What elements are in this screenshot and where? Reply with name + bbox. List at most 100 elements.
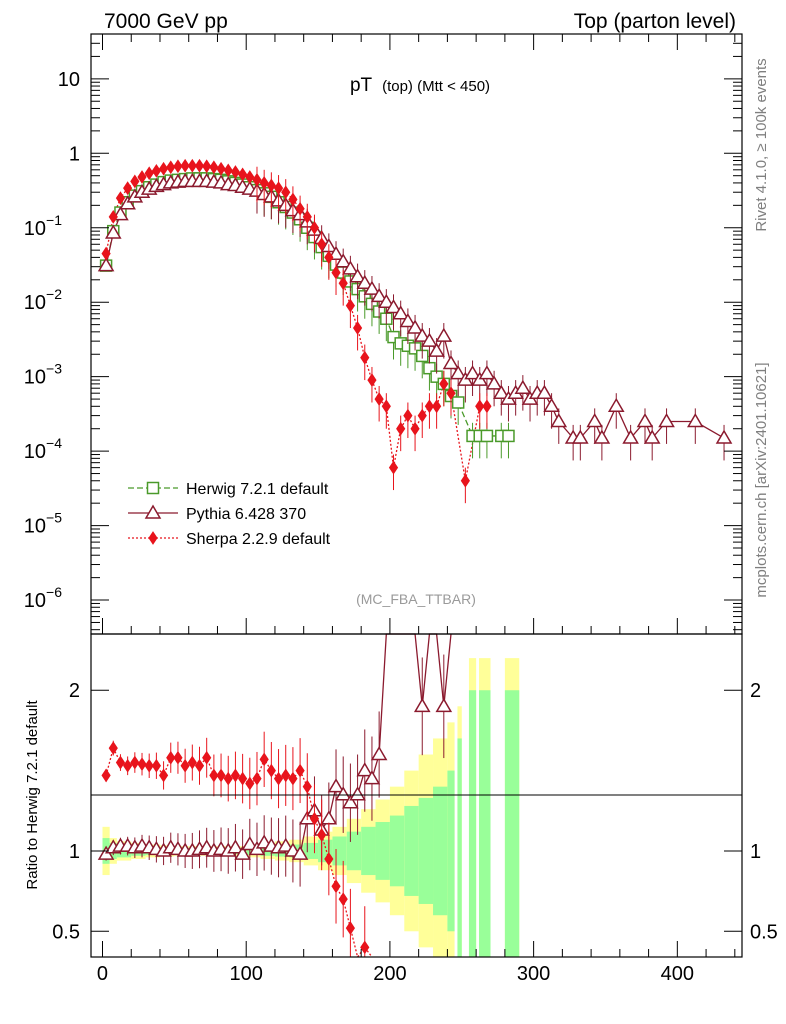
plot-title-main: pT <box>350 75 373 96</box>
pythia-point <box>435 327 453 342</box>
ratio-ytick-label-right: 2 <box>750 680 761 702</box>
pythia-point <box>550 413 568 428</box>
band-inner-bin <box>418 797 434 904</box>
sherpa-point <box>194 158 205 173</box>
sherpa-point <box>345 298 355 313</box>
sherpa-ratio-point <box>130 755 140 770</box>
pythia-point <box>622 429 639 444</box>
band-inner-bin <box>332 836 347 866</box>
pythia-point <box>686 413 704 428</box>
ratio-uncertainty-bands <box>102 658 520 957</box>
sherpa-ratio-point <box>259 752 269 767</box>
sherpa-ratio-point <box>216 768 226 783</box>
band-inner-bin <box>361 826 376 876</box>
pythia-point <box>485 375 503 390</box>
sherpa-point <box>288 192 298 207</box>
pythia-point <box>442 355 460 370</box>
sherpa-ratio-point <box>202 750 212 765</box>
herwig-point <box>387 330 400 344</box>
header-right: Top (parton level) <box>574 10 736 33</box>
pythia-point <box>543 397 560 413</box>
sherpa-point <box>302 209 312 224</box>
sherpa-point <box>187 158 197 173</box>
pythia-point <box>399 313 417 328</box>
pythia-point <box>607 397 625 413</box>
sherpa-point <box>475 399 485 414</box>
sherpa-point <box>381 399 391 414</box>
ratio-ytick-label-right: 1 <box>750 841 761 863</box>
legend-label-pythia: Pythia 6.428 370 <box>186 506 306 523</box>
legend: Herwig 7.2.1 default Pythia 6.428 370 Sher… <box>128 481 331 548</box>
sherpa-point <box>245 170 255 184</box>
xtick-label: 400 <box>661 963 694 985</box>
sherpa-point <box>403 408 413 423</box>
main-ytick-label: 10−4 <box>24 435 62 463</box>
sherpa-point <box>273 181 284 196</box>
pythia-point <box>643 429 661 444</box>
sherpa-ratio-point <box>151 758 161 773</box>
herwig-point <box>480 429 494 443</box>
pythia-ratio-point <box>435 697 453 713</box>
sherpa-point <box>180 158 190 173</box>
sherpa-ratio-point <box>338 892 348 907</box>
sherpa-ratio-point <box>295 763 305 778</box>
sherpa-ratio-point <box>223 771 233 786</box>
main-ytick-exponent: −6 <box>46 584 62 600</box>
sherpa-ratio-point <box>123 758 133 773</box>
sherpa-ratio-point <box>173 750 183 765</box>
pythia-point <box>406 319 424 334</box>
sherpa-point <box>202 159 212 174</box>
pythia-ratio-point <box>227 839 244 854</box>
sherpa-ratio-point <box>266 763 276 778</box>
ratio-ylabel: Ratio to Herwig 7.2.1 default <box>24 700 41 890</box>
sherpa-point <box>331 265 341 280</box>
pythia-ratio-point <box>327 778 345 793</box>
pythia-ratio-point <box>356 762 374 777</box>
ratio-ytick-label: 1 <box>69 841 80 863</box>
sherpa-ratio-point <box>194 758 205 773</box>
ratio-ytick-label: 2 <box>69 680 80 702</box>
sherpa-ratio-point <box>187 755 197 770</box>
pythia-point <box>572 429 589 444</box>
sherpa-ratio-point <box>115 755 126 770</box>
sherpa-ratio-point <box>245 776 255 791</box>
xtick-label: 200 <box>373 963 406 985</box>
xtick-label: 300 <box>517 963 550 985</box>
sherpa-point <box>424 399 435 414</box>
legend-marker-pythia <box>144 504 162 519</box>
xtick-label: 100 <box>230 963 263 985</box>
legend-label-herwig: Herwig 7.2.1 default <box>186 481 329 498</box>
pythia-point <box>636 413 654 428</box>
sherpa-point <box>115 191 126 206</box>
main-ytick-exponent: −2 <box>46 286 62 302</box>
pythia-point <box>586 413 604 428</box>
header-left: 7000 GeV pp <box>104 10 228 33</box>
band-inner-bin <box>479 690 491 957</box>
pythia-point <box>370 287 388 303</box>
main-ytick-exponent: −4 <box>46 435 62 451</box>
main-ytick-label: 10 <box>58 69 80 91</box>
band-inner-bin <box>457 738 462 957</box>
sherpa-ratio-point <box>230 768 241 783</box>
sherpa-ratio-point <box>360 940 370 955</box>
sherpa-point <box>137 170 147 184</box>
pythia-ratio-point <box>234 845 251 860</box>
pythia-point <box>378 293 395 308</box>
pythia-ratio-point <box>363 770 381 785</box>
pythia-point <box>385 298 402 314</box>
rivet-label: Rivet 4.1.0, ≥ 100k events <box>753 58 770 231</box>
pythia-ratio-point <box>241 836 259 851</box>
sherpa-ratio-point <box>252 771 262 786</box>
sherpa-point <box>216 161 226 176</box>
sherpa-point <box>281 185 291 200</box>
mcplots-label: mcplots.cern.ch [arXiv:2401.10621] <box>753 362 770 597</box>
pythia-point <box>349 268 366 283</box>
band-inner-bin <box>447 770 455 932</box>
pythia-point <box>464 365 481 380</box>
sherpa-point <box>360 350 370 365</box>
pythia-point <box>421 332 438 347</box>
sherpa-point <box>432 399 442 414</box>
pythia-point <box>536 384 553 399</box>
sherpa-point <box>396 421 406 436</box>
sherpa-point <box>259 176 269 190</box>
